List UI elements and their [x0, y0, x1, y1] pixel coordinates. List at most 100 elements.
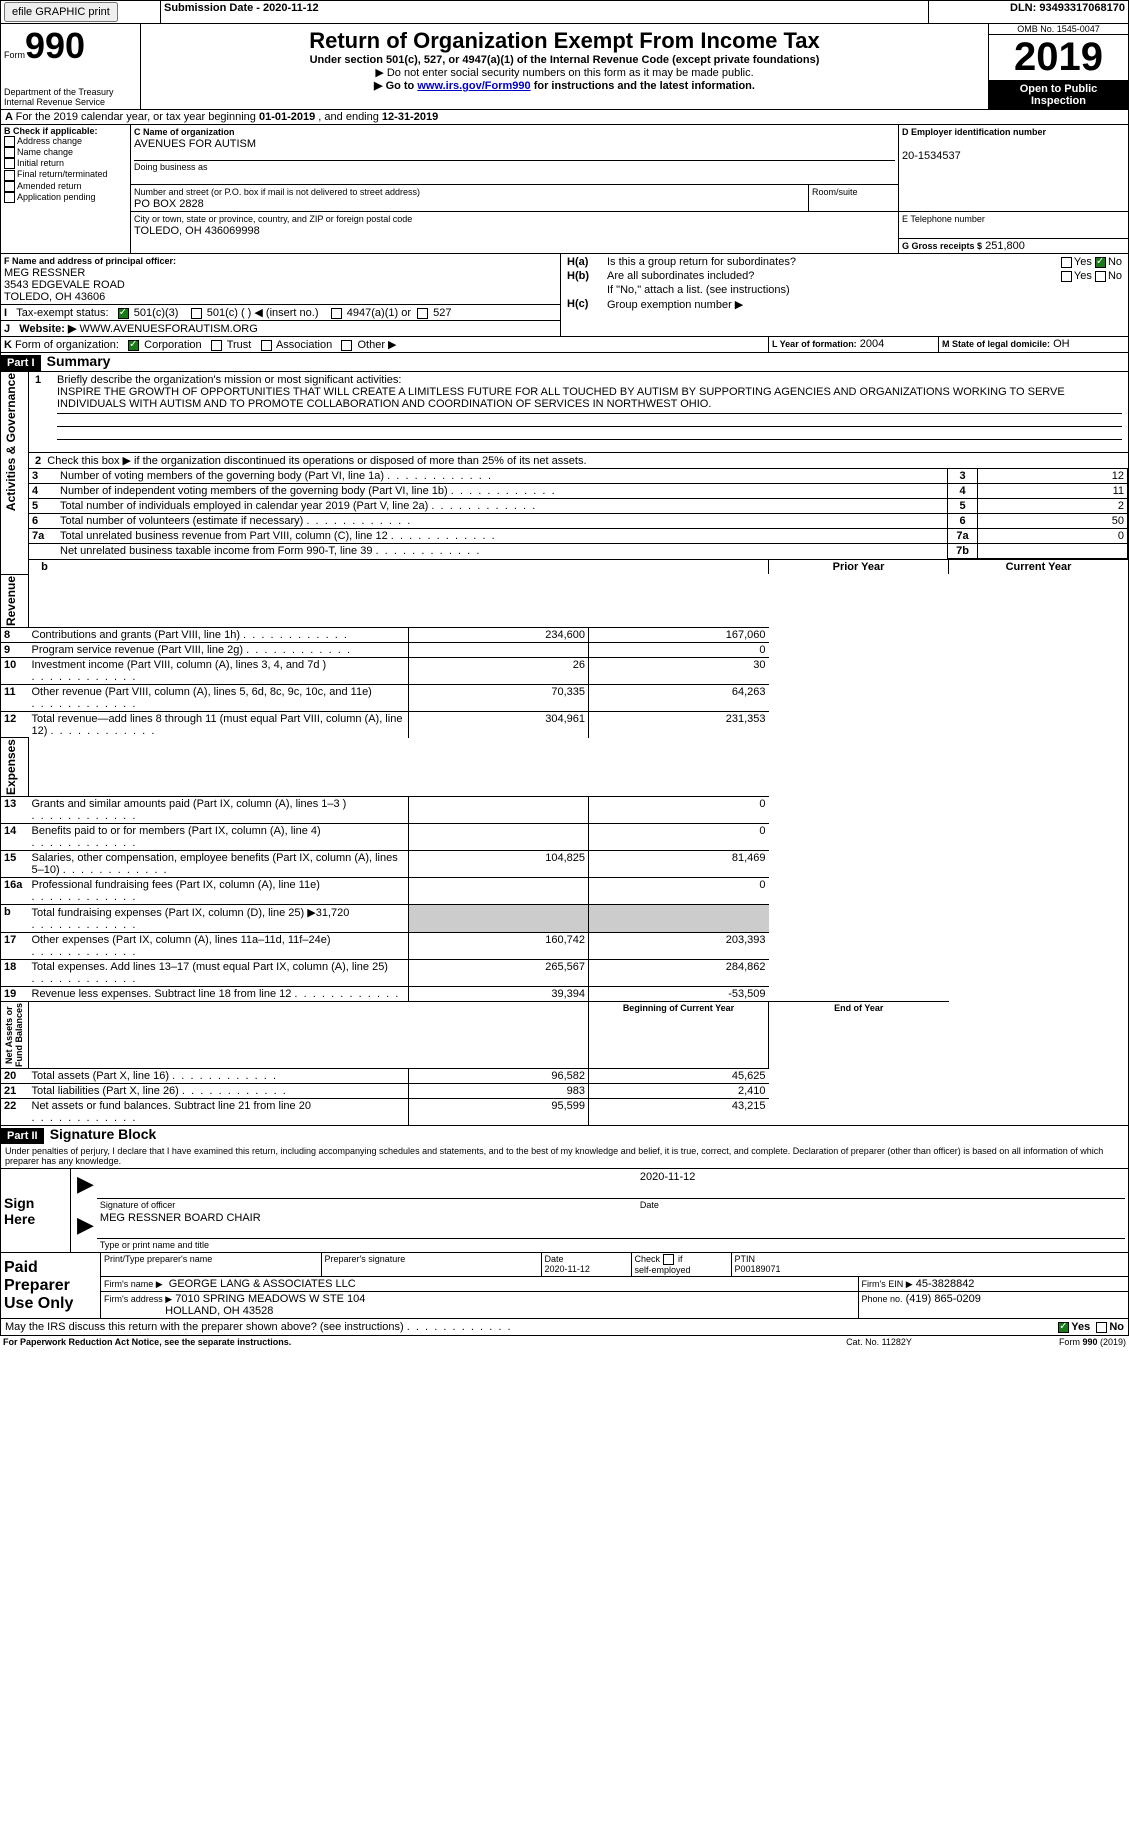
- name-title-label: Type or print name and title: [97, 1239, 1125, 1252]
- sig-officer-label: Signature of officer: [97, 1198, 637, 1211]
- form-header: Form990 Department of the Treasury Inter…: [0, 24, 1129, 110]
- box-g-label: G Gross receipts $: [902, 241, 982, 251]
- checkbox-assoc[interactable]: [261, 340, 272, 351]
- box-d-label: D Employer identification number: [902, 127, 1046, 137]
- checkbox-name-change[interactable]: [4, 147, 15, 158]
- firm-ein: 45-3828842: [916, 1278, 975, 1290]
- line-a-tax-year: A For the 2019 calendar year, or tax yea…: [0, 110, 1129, 125]
- checkbox-initial-return[interactable]: [4, 158, 15, 169]
- section-rev: Revenue: [4, 576, 18, 626]
- l1-mission: INSPIRE THE GROWTH OF OPPORTUNITIES THAT…: [57, 386, 1065, 410]
- dept-treasury: Department of the Treasury Internal Reve…: [4, 87, 137, 107]
- city-label: City or town, state or province, country…: [134, 214, 412, 224]
- col-prior: Prior Year: [769, 560, 949, 575]
- checkbox-hb-no[interactable]: [1095, 271, 1106, 282]
- paid-preparer-label: Paid Preparer Use Only: [1, 1253, 101, 1319]
- form-subtitle: Under section 501(c), 527, or 4947(a)(1)…: [144, 54, 985, 66]
- l2-text: Check this box ▶ if the organization dis…: [47, 455, 586, 467]
- declaration: Under penalties of perjury, I declare th…: [0, 1144, 1129, 1169]
- hb-label: Are all subordinates included?: [604, 269, 1015, 283]
- l1-label: Briefly describe the organization's miss…: [57, 374, 401, 386]
- room-label: Room/suite: [812, 187, 858, 197]
- paid-preparer-block: Paid Preparer Use Only Print/Type prepar…: [0, 1253, 1129, 1319]
- h-note: If "No," attach a list. (see instruction…: [604, 283, 1125, 297]
- omb-no: OMB No. 1545-0047: [989, 24, 1128, 35]
- checkbox-final-return[interactable]: [4, 170, 15, 181]
- checkbox-app-pending[interactable]: [4, 192, 15, 203]
- preparer-date: 2020-11-12: [545, 1264, 590, 1274]
- open-public-1: Open to Public: [1020, 83, 1098, 95]
- checkbox-4947[interactable]: [331, 308, 342, 319]
- sign-here: Sign Here: [1, 1169, 71, 1253]
- checkbox-hb-yes[interactable]: [1061, 271, 1072, 282]
- note-goto: ▶ Go to www.irs.gov/Form990 for instruct…: [144, 79, 985, 92]
- checkbox-527[interactable]: [417, 308, 428, 319]
- note-ssn: ▶ Do not enter social security numbers o…: [144, 66, 985, 79]
- part1-header: Part I Summary: [0, 353, 1129, 371]
- efile-print-button[interactable]: efile GRAPHIC print: [4, 2, 118, 22]
- box-b-label: B Check if applicable:: [4, 126, 127, 136]
- year-formation: 2004: [860, 338, 884, 350]
- irs-link[interactable]: www.irs.gov/Form990: [417, 80, 530, 92]
- discuss-row: May the IRS discuss this return with the…: [0, 1319, 1129, 1336]
- section-na: Net Assets or Fund Balances: [4, 1003, 24, 1067]
- checkbox-corp[interactable]: [128, 340, 139, 351]
- fh-row: F Name and address of principal officer:…: [0, 254, 1129, 337]
- form-word: Form: [4, 50, 25, 60]
- box-b-opts: Address change Name change Initial retur…: [4, 136, 127, 203]
- section-exp: Expenses: [4, 739, 18, 795]
- box-f-label: F Name and address of principal officer:: [4, 256, 176, 266]
- form-number: 990: [25, 25, 85, 66]
- ha-label: Is this a group return for subordinates?: [604, 255, 1015, 269]
- col-begin: Beginning of Current Year: [589, 1002, 769, 1069]
- sig-date: 2020-11-12: [637, 1170, 1125, 1198]
- checkbox-amended[interactable]: [4, 181, 15, 192]
- checkbox-discuss-no[interactable]: [1096, 1322, 1107, 1333]
- state-domicile: OH: [1053, 338, 1070, 350]
- checkbox-discuss-yes[interactable]: [1058, 1322, 1069, 1333]
- checkbox-trust[interactable]: [211, 340, 222, 351]
- box-i-label: I: [4, 307, 16, 319]
- tax-year: 2019: [989, 35, 1128, 81]
- open-public-2: Inspection: [1031, 95, 1086, 107]
- website: WWW.AVENUESFORAUTISM.ORG: [80, 323, 258, 335]
- officer-addr1: 3543 EDGEVALE ROAD: [4, 279, 125, 291]
- box-e-label: E Telephone number: [902, 214, 985, 224]
- col-end: End of Year: [769, 1002, 949, 1069]
- ha-pre: H(a): [564, 255, 604, 269]
- gross-receipts: 251,800: [985, 240, 1025, 252]
- entity-info: B Check if applicable: Address change Na…: [0, 125, 1129, 254]
- firm-phone: (419) 865-0209: [906, 1293, 981, 1305]
- street: PO BOX 2828: [134, 198, 204, 210]
- col-current: Current Year: [949, 560, 1129, 575]
- firm-addr1: 7010 SPRING MEADOWS W STE 104: [175, 1293, 365, 1305]
- submission-date: Submission Date - 2020-11-12: [161, 1, 929, 24]
- dln: DLN: 93493317068170: [929, 1, 1129, 24]
- checkbox-501c[interactable]: [191, 308, 202, 319]
- checkbox-other[interactable]: [341, 340, 352, 351]
- box-j-label: J: [4, 323, 19, 335]
- officer-addr2: TOLEDO, OH 43606: [4, 291, 105, 303]
- hb-pre: H(b): [564, 269, 604, 283]
- checkbox-501c3[interactable]: [118, 308, 129, 319]
- box-c-label: C Name of organization: [134, 127, 235, 137]
- checkbox-address-change[interactable]: [4, 136, 15, 147]
- officer-name: MEG RESSNER: [4, 267, 85, 279]
- ptin: P00189071: [735, 1264, 781, 1274]
- form-title: Return of Organization Exempt From Incom…: [144, 28, 985, 54]
- hc-label: Group exemption number ▶: [604, 297, 1125, 312]
- checkbox-ha-no[interactable]: [1095, 257, 1106, 268]
- dba-label: Doing business as: [134, 162, 208, 172]
- sign-here-block: Sign Here ▶ 2020-11-12 Signature of offi…: [0, 1169, 1129, 1253]
- officer-name-title: MEG RESSNER BOARD CHAIR: [97, 1211, 1125, 1239]
- firm-name: GEORGE LANG & ASSOCIATES LLC: [169, 1278, 356, 1290]
- footer: For Paperwork Reduction Act Notice, see …: [0, 1336, 1129, 1348]
- checkbox-self-employed[interactable]: [663, 1254, 674, 1265]
- part1-table: Activities & Governance 1 Briefly descri…: [0, 371, 1129, 1126]
- hc-pre: H(c): [564, 297, 604, 312]
- klm-row: K Form of organization: Corporation Trus…: [0, 337, 1129, 353]
- part2-header: Part II Signature Block: [0, 1126, 1129, 1144]
- checkbox-ha-yes[interactable]: [1061, 257, 1072, 268]
- org-name: AVENUES FOR AUTISM: [134, 138, 256, 150]
- top-bar: efile GRAPHIC print Submission Date - 20…: [0, 0, 1129, 24]
